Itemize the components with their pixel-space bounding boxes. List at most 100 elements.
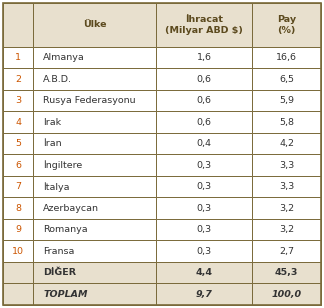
Bar bbox=[33, 176, 156, 197]
Text: 6: 6 bbox=[15, 161, 21, 170]
Text: 8: 8 bbox=[15, 204, 21, 213]
Bar bbox=[3, 111, 33, 133]
Text: TOPLAM: TOPLAM bbox=[43, 290, 88, 299]
Bar bbox=[33, 154, 156, 176]
Text: 0,3: 0,3 bbox=[197, 182, 212, 191]
Text: Romanya: Romanya bbox=[43, 225, 88, 234]
Bar bbox=[252, 197, 321, 219]
Text: 0,4: 0,4 bbox=[197, 139, 212, 148]
Bar bbox=[156, 283, 252, 305]
Text: 3,3: 3,3 bbox=[279, 182, 294, 191]
Text: 0,3: 0,3 bbox=[197, 161, 212, 170]
Bar bbox=[3, 176, 33, 197]
Text: 0,6: 0,6 bbox=[197, 96, 212, 105]
Text: 0,3: 0,3 bbox=[197, 225, 212, 234]
Bar bbox=[252, 68, 321, 90]
Text: 1: 1 bbox=[15, 53, 21, 62]
Bar bbox=[3, 68, 33, 90]
Text: 1,6: 1,6 bbox=[197, 53, 212, 62]
Bar bbox=[156, 176, 252, 197]
Text: 3,2: 3,2 bbox=[279, 225, 294, 234]
Text: 100,0: 100,0 bbox=[272, 290, 302, 299]
Text: 0,3: 0,3 bbox=[197, 247, 212, 256]
Bar bbox=[156, 133, 252, 154]
Text: 5,9: 5,9 bbox=[279, 96, 294, 105]
Text: İtalya: İtalya bbox=[43, 182, 70, 192]
Bar bbox=[156, 197, 252, 219]
Bar bbox=[33, 3, 156, 47]
Text: 0,6: 0,6 bbox=[197, 118, 212, 127]
Bar bbox=[33, 197, 156, 219]
Bar bbox=[156, 154, 252, 176]
Text: 5,8: 5,8 bbox=[279, 118, 294, 127]
Text: 7: 7 bbox=[15, 182, 21, 191]
Bar bbox=[3, 197, 33, 219]
Text: İhracat
(Milyar ABD $): İhracat (Milyar ABD $) bbox=[165, 15, 243, 35]
Text: 3,3: 3,3 bbox=[279, 161, 294, 170]
Text: 4,4: 4,4 bbox=[196, 268, 213, 277]
Text: 45,3: 45,3 bbox=[275, 268, 298, 277]
Bar bbox=[33, 133, 156, 154]
Text: 2: 2 bbox=[15, 75, 21, 83]
Text: Rusya Federasyonu: Rusya Federasyonu bbox=[43, 96, 136, 105]
Bar bbox=[252, 154, 321, 176]
Text: 6,5: 6,5 bbox=[279, 75, 294, 83]
Text: 4,2: 4,2 bbox=[279, 139, 294, 148]
Bar bbox=[3, 133, 33, 154]
Bar bbox=[156, 262, 252, 283]
Text: Irak: Irak bbox=[43, 118, 61, 127]
Bar bbox=[156, 68, 252, 90]
Text: A.B.D.: A.B.D. bbox=[43, 75, 72, 83]
Text: 3,2: 3,2 bbox=[279, 204, 294, 213]
Bar bbox=[3, 219, 33, 241]
Bar bbox=[156, 111, 252, 133]
Bar bbox=[252, 133, 321, 154]
Text: 4: 4 bbox=[15, 118, 21, 127]
Bar bbox=[252, 47, 321, 68]
Bar bbox=[252, 283, 321, 305]
Bar bbox=[3, 262, 33, 283]
Text: 16,6: 16,6 bbox=[276, 53, 297, 62]
Bar bbox=[33, 241, 156, 262]
Bar bbox=[3, 47, 33, 68]
Text: 9: 9 bbox=[15, 225, 21, 234]
Bar bbox=[3, 283, 33, 305]
Bar bbox=[33, 219, 156, 241]
Bar bbox=[252, 90, 321, 111]
Bar bbox=[33, 68, 156, 90]
Text: Ülke: Ülke bbox=[83, 20, 106, 30]
Bar bbox=[252, 262, 321, 283]
Bar bbox=[252, 219, 321, 241]
Bar bbox=[156, 241, 252, 262]
Text: Pay
(%): Pay (%) bbox=[277, 15, 296, 35]
Bar bbox=[156, 90, 252, 111]
Text: 10: 10 bbox=[12, 247, 24, 256]
Bar bbox=[3, 241, 33, 262]
Bar bbox=[33, 90, 156, 111]
Text: Fransa: Fransa bbox=[43, 247, 75, 256]
Text: 2,7: 2,7 bbox=[279, 247, 294, 256]
Bar bbox=[156, 219, 252, 241]
Bar bbox=[156, 3, 252, 47]
Bar bbox=[252, 3, 321, 47]
Text: 0,6: 0,6 bbox=[197, 75, 212, 83]
Bar bbox=[3, 90, 33, 111]
Text: 5: 5 bbox=[15, 139, 21, 148]
Text: 9,7: 9,7 bbox=[196, 290, 213, 299]
Bar bbox=[33, 47, 156, 68]
Bar bbox=[33, 111, 156, 133]
Bar bbox=[3, 3, 33, 47]
Bar bbox=[156, 47, 252, 68]
Bar bbox=[252, 176, 321, 197]
Text: Almanya: Almanya bbox=[43, 53, 85, 62]
Text: 0,3: 0,3 bbox=[197, 204, 212, 213]
Bar bbox=[252, 111, 321, 133]
Text: DİĞER: DİĞER bbox=[43, 268, 76, 277]
Bar bbox=[3, 154, 33, 176]
Text: İran: İran bbox=[43, 139, 62, 148]
Bar bbox=[252, 241, 321, 262]
Bar bbox=[33, 262, 156, 283]
Text: 3: 3 bbox=[15, 96, 21, 105]
Text: İngiltere: İngiltere bbox=[43, 160, 82, 170]
Text: Azerbaycan: Azerbaycan bbox=[43, 204, 99, 213]
